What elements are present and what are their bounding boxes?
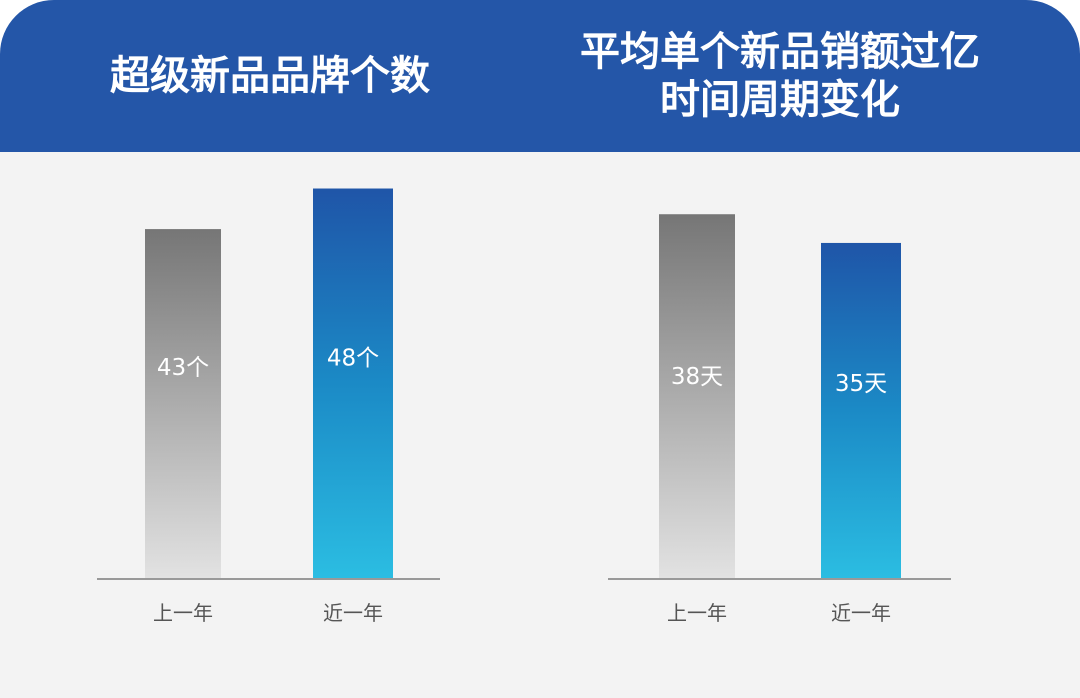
data-label-0: 43个 <box>157 355 209 381</box>
category-label-0: 上一年 <box>153 601 213 625</box>
category-label-1: 近一年 <box>323 601 383 625</box>
chart-title-line-1: 平均单个新品销额过亿 <box>580 29 980 75</box>
bar-0 <box>659 214 735 578</box>
bar-1 <box>821 242 901 578</box>
header-banner <box>0 0 1080 152</box>
chart-title-line-2: 时间周期变化 <box>660 77 900 123</box>
bar-0 <box>145 229 221 578</box>
category-label-1: 近一年 <box>831 601 891 625</box>
category-label-0: 上一年 <box>667 601 727 625</box>
chart-title-brand-count: 超级新品品牌个数 <box>110 53 430 99</box>
bar-1 <box>313 188 393 578</box>
data-label-1: 35天 <box>835 371 887 397</box>
data-label-1: 48个 <box>327 346 379 372</box>
data-label-0: 38天 <box>671 364 723 390</box>
chart-title-sales-cycle: 平均单个新品销额过亿 时间周期变化 <box>560 28 1000 124</box>
